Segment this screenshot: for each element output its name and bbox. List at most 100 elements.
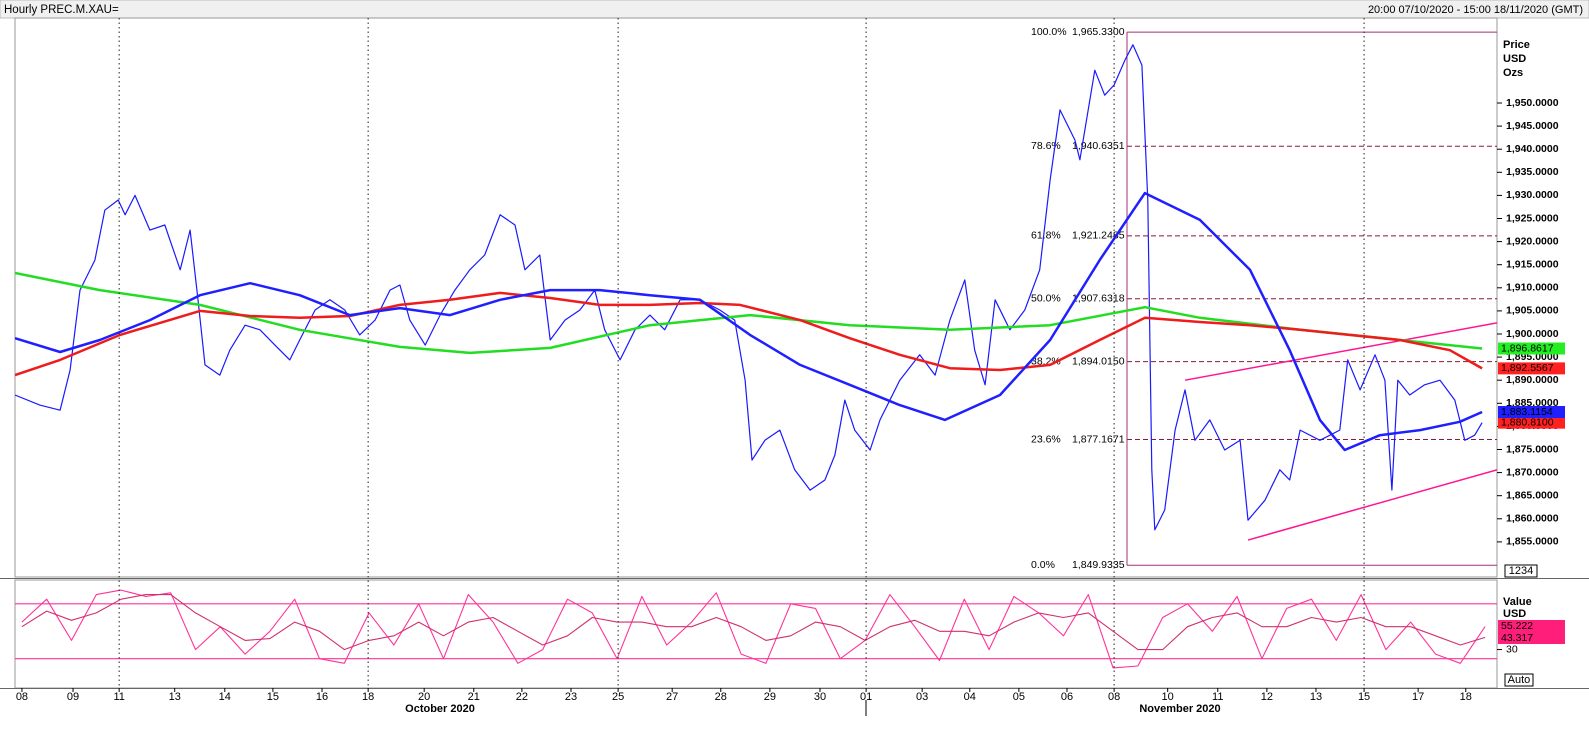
y-tick-label: 1,925.0000 [1506,212,1559,224]
x-tick-label: 18 [1460,691,1472,703]
y-axis-label: Price [1503,39,1530,51]
auto-button[interactable] [1504,673,1534,687]
y-tick-label: 1,915.0000 [1506,258,1559,270]
x-tick-label: 21 [468,691,480,703]
fib-percent: 100.0% [1031,26,1067,38]
axes: 08 09 11 13 14 15 16 18 20 21 22 23 25 27 28 29 30 01 03 04… [16,18,1565,703]
x-tick-label: 09 [67,691,79,703]
value-tag-label: 43.317 [1501,632,1533,644]
fib-value: 1,965.3300 [1072,26,1125,38]
price-tag [1498,416,1565,429]
price-tag-label: 1,880.8100 [1501,416,1554,428]
chart-title: Hourly PREC.M.XAU= [4,4,119,16]
y-tick-label: 1,875.0000 [1506,443,1559,455]
y-tick-label: 1,950.0000 [1506,97,1559,109]
x-tick-label: 05 [1013,691,1025,703]
x-tick-label: 13 [1310,691,1322,703]
x-tick-label: 13 [169,691,181,703]
y-tick-label: 30 [1506,643,1518,655]
x-tick-label: 12 [1261,691,1273,703]
value-tag-label: 55.222 [1501,620,1533,632]
x-tick-label: 03 [916,691,928,703]
x-tick-label: 01 [860,691,872,703]
fib-value: 1,921.2485 [1072,230,1125,242]
y-axis-label: USD [1503,608,1526,620]
x-tick-label: 20 [418,691,430,703]
x-tick-label: 08 [1108,691,1120,703]
y-tick-label: 1,890.0000 [1506,374,1559,386]
y-tick-label: 1,940.0000 [1506,143,1559,155]
price-tag-label: 1,883.1154 [1501,406,1553,418]
x-tick-label: 30 [814,691,826,703]
y-tick-label: 1,935.0000 [1506,166,1559,178]
x-tick-label: 28 [715,691,727,703]
y-tick-label: 1,920.0000 [1506,235,1559,247]
y-tick-label: 1,930.0000 [1506,189,1559,201]
moving-average [15,291,1483,377]
y-tick-label: 1,910.0000 [1506,282,1559,294]
y-tick-label: 1,905.0000 [1506,305,1559,317]
stoch-line [21,594,1486,651]
x-tick-label: 11 [1212,691,1223,703]
x-tick-label: 18 [362,691,374,703]
y-tick-label: 1,900.0000 [1506,328,1559,340]
x-tick-label: 15 [267,691,279,703]
price-line [15,44,1483,531]
count-label: 1234 [1509,565,1533,577]
stoch-line [21,589,1486,669]
y-tick-label: 1,860.0000 [1506,513,1559,525]
moving-average [15,271,1483,355]
x-tick-label: 27 [666,691,678,703]
price-tag-label: 1,892.5567 [1501,362,1554,374]
fib-percent: 50.0% [1031,293,1061,305]
x-tick-label: 10 [1162,691,1174,703]
fib-percent: 61.8% [1031,230,1061,242]
x-tick-label: 25 [612,691,624,703]
fib-percent: 78.6% [1031,140,1061,152]
x-tick-label: 14 [219,691,231,703]
y-axis-label: USD [1503,53,1526,65]
y-axis-label: Value [1503,596,1532,608]
count-box[interactable] [1504,564,1538,578]
price-tag [1498,406,1565,419]
main-plot: 100.0% 1,965.3300 78.6% 1,940.6351 61.8% 1,92… [15,26,1497,571]
price-tag-label: 1,896.8617 [1501,342,1554,354]
x-tick-label: 23 [565,691,577,703]
x-tick-label: 22 [516,691,528,703]
main-pane [14,17,1498,578]
y-tick-label: 1,870.0000 [1506,466,1559,478]
x-tick-label: 16 [316,691,328,703]
title-bar [0,0,1589,19]
auto-label: Auto [1508,674,1531,686]
fib-value: 1,907.6318 [1072,293,1125,305]
y-tick-label: 1,945.0000 [1506,120,1559,132]
month-label: October 2020 [405,703,475,715]
x-tick-label: 11 [113,691,124,703]
price-tag [1498,362,1565,375]
fib-percent: 0.0% [1031,559,1055,571]
x-tick-label: 29 [764,691,776,703]
x-tick-label: 06 [1061,691,1073,703]
moving-average [15,191,1483,452]
time-range: 20:00 07/10/2020 - 15:00 18/11/2020 (GMT… [1368,4,1583,16]
value-tag [1498,620,1565,644]
x-tick-label: 08 [16,691,28,703]
x-tick-label: 04 [964,691,976,703]
fib-value: 1,940.6351 [1072,140,1125,152]
trend-line [1184,322,1497,381]
fib-value: 1,849.9335 [1072,559,1125,571]
x-tick-label: 17 [1412,691,1424,703]
fib-value: 1,877.1671 [1072,433,1125,445]
trend-line [1247,469,1497,541]
fib-percent: 23.6% [1031,433,1061,445]
stoch-plot [15,589,1497,669]
y-tick-label: 1,865.0000 [1506,489,1559,501]
x-tick-label: 15 [1358,691,1370,703]
fib-value: 1,894.0150 [1072,355,1125,367]
y-tick-label: 1,855.0000 [1506,536,1559,548]
price-tag [1498,342,1565,355]
y-axis-label: Ozs [1503,67,1523,79]
month-label: November 2020 [1139,703,1220,715]
